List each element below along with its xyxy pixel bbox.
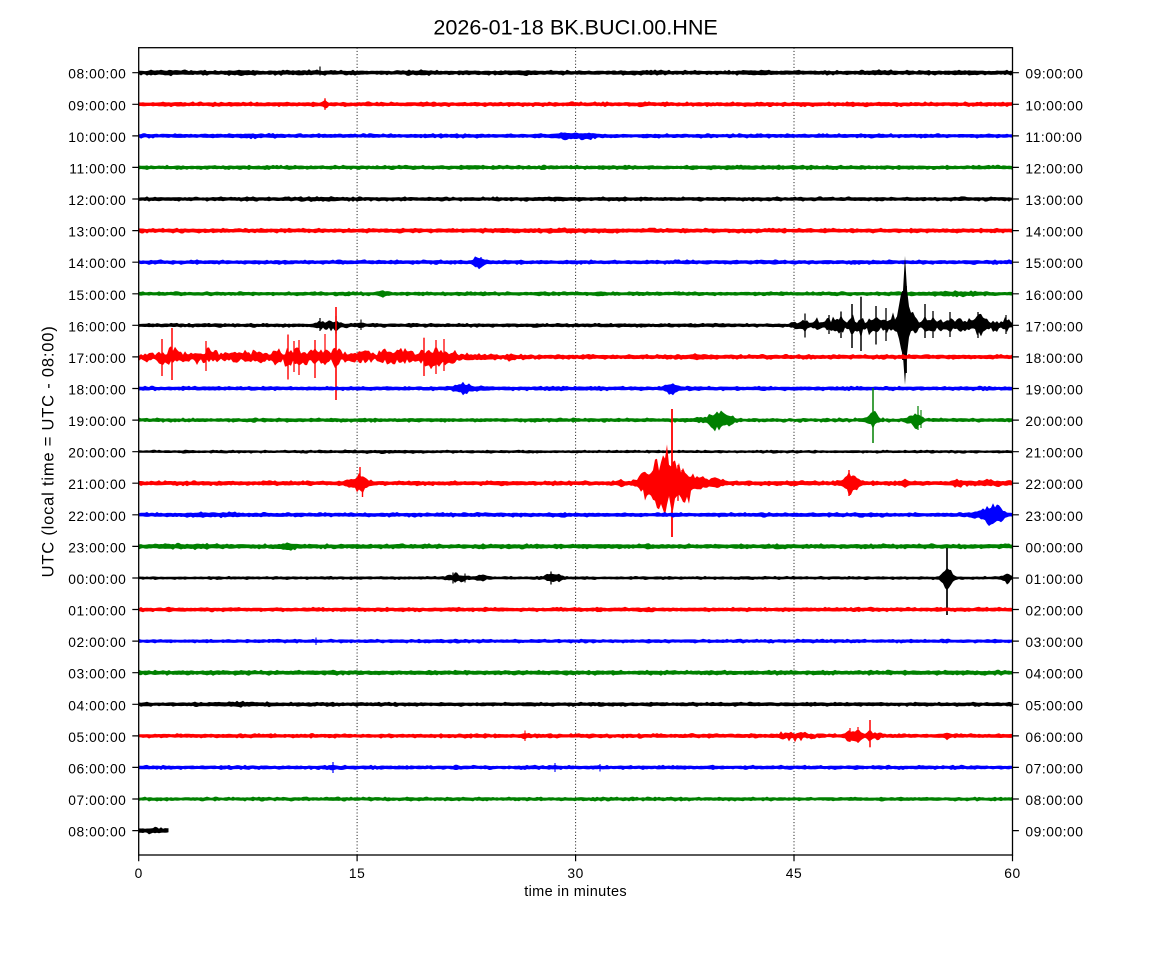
svg-text:19:00:00: 19:00:00 xyxy=(68,414,126,429)
svg-text:12:00:00: 12:00:00 xyxy=(68,193,126,208)
svg-text:11:00:00: 11:00:00 xyxy=(69,161,126,176)
svg-text:13:00:00: 13:00:00 xyxy=(68,225,126,240)
svg-text:01:00:00: 01:00:00 xyxy=(68,604,126,619)
svg-text:16:00:00: 16:00:00 xyxy=(1025,288,1083,303)
svg-text:04:00:00: 04:00:00 xyxy=(1025,667,1083,682)
svg-text:03:00:00: 03:00:00 xyxy=(68,667,126,682)
svg-text:13:00:00: 13:00:00 xyxy=(1025,193,1083,208)
svg-text:60: 60 xyxy=(1004,866,1020,881)
svg-text:06:00:00: 06:00:00 xyxy=(1025,730,1083,745)
svg-text:2026-01-18 BK.BUCI.00.HNE: 2026-01-18 BK.BUCI.00.HNE xyxy=(433,14,717,39)
svg-text:22:00:00: 22:00:00 xyxy=(68,509,126,524)
svg-text:14:00:00: 14:00:00 xyxy=(1025,225,1083,240)
svg-text:09:00:00: 09:00:00 xyxy=(1025,825,1083,840)
svg-text:08:00:00: 08:00:00 xyxy=(68,67,126,82)
svg-text:02:00:00: 02:00:00 xyxy=(68,635,126,650)
svg-text:07:00:00: 07:00:00 xyxy=(68,793,126,808)
svg-text:10:00:00: 10:00:00 xyxy=(68,130,126,145)
svg-text:12:00:00: 12:00:00 xyxy=(1025,161,1083,176)
svg-text:15:00:00: 15:00:00 xyxy=(1025,256,1083,271)
svg-text:0: 0 xyxy=(135,866,143,881)
svg-text:09:00:00: 09:00:00 xyxy=(68,98,126,113)
svg-text:14:00:00: 14:00:00 xyxy=(68,256,126,271)
svg-text:01:00:00: 01:00:00 xyxy=(1025,572,1083,587)
svg-text:05:00:00: 05:00:00 xyxy=(68,730,126,745)
svg-text:08:00:00: 08:00:00 xyxy=(1025,793,1083,808)
svg-text:23:00:00: 23:00:00 xyxy=(1025,509,1083,524)
svg-text:19:00:00: 19:00:00 xyxy=(1025,383,1083,398)
svg-text:04:00:00: 04:00:00 xyxy=(68,698,126,713)
svg-text:21:00:00: 21:00:00 xyxy=(1025,446,1083,461)
svg-text:05:00:00: 05:00:00 xyxy=(1025,698,1083,713)
svg-text:00:00:00: 00:00:00 xyxy=(1025,540,1083,555)
svg-text:18:00:00: 18:00:00 xyxy=(68,383,126,398)
svg-text:17:00:00: 17:00:00 xyxy=(1025,319,1083,334)
svg-text:45: 45 xyxy=(786,866,802,881)
svg-text:17:00:00: 17:00:00 xyxy=(68,351,126,366)
svg-text:20:00:00: 20:00:00 xyxy=(68,446,126,461)
svg-text:UTC (local time = UTC - 08:00): UTC (local time = UTC - 08:00) xyxy=(39,325,57,577)
svg-text:06:00:00: 06:00:00 xyxy=(68,761,126,776)
svg-text:09:00:00: 09:00:00 xyxy=(1025,67,1083,82)
svg-text:15:00:00: 15:00:00 xyxy=(68,288,126,303)
svg-text:18:00:00: 18:00:00 xyxy=(1025,351,1083,366)
svg-text:22:00:00: 22:00:00 xyxy=(1025,477,1083,492)
svg-text:15: 15 xyxy=(349,866,365,881)
svg-text:03:00:00: 03:00:00 xyxy=(1025,635,1083,650)
svg-text:07:00:00: 07:00:00 xyxy=(1025,761,1083,776)
svg-text:20:00:00: 20:00:00 xyxy=(1025,414,1083,429)
svg-text:00:00:00: 00:00:00 xyxy=(68,572,126,587)
svg-text:10:00:00: 10:00:00 xyxy=(1025,98,1083,113)
svg-text:11:00:00: 11:00:00 xyxy=(1025,130,1082,145)
svg-text:16:00:00: 16:00:00 xyxy=(68,319,126,334)
svg-text:08:00:00: 08:00:00 xyxy=(68,825,126,840)
svg-text:02:00:00: 02:00:00 xyxy=(1025,604,1083,619)
svg-text:21:00:00: 21:00:00 xyxy=(68,477,126,492)
svg-text:time in minutes: time in minutes xyxy=(524,884,627,900)
svg-text:23:00:00: 23:00:00 xyxy=(68,540,126,555)
svg-text:30: 30 xyxy=(567,866,583,881)
